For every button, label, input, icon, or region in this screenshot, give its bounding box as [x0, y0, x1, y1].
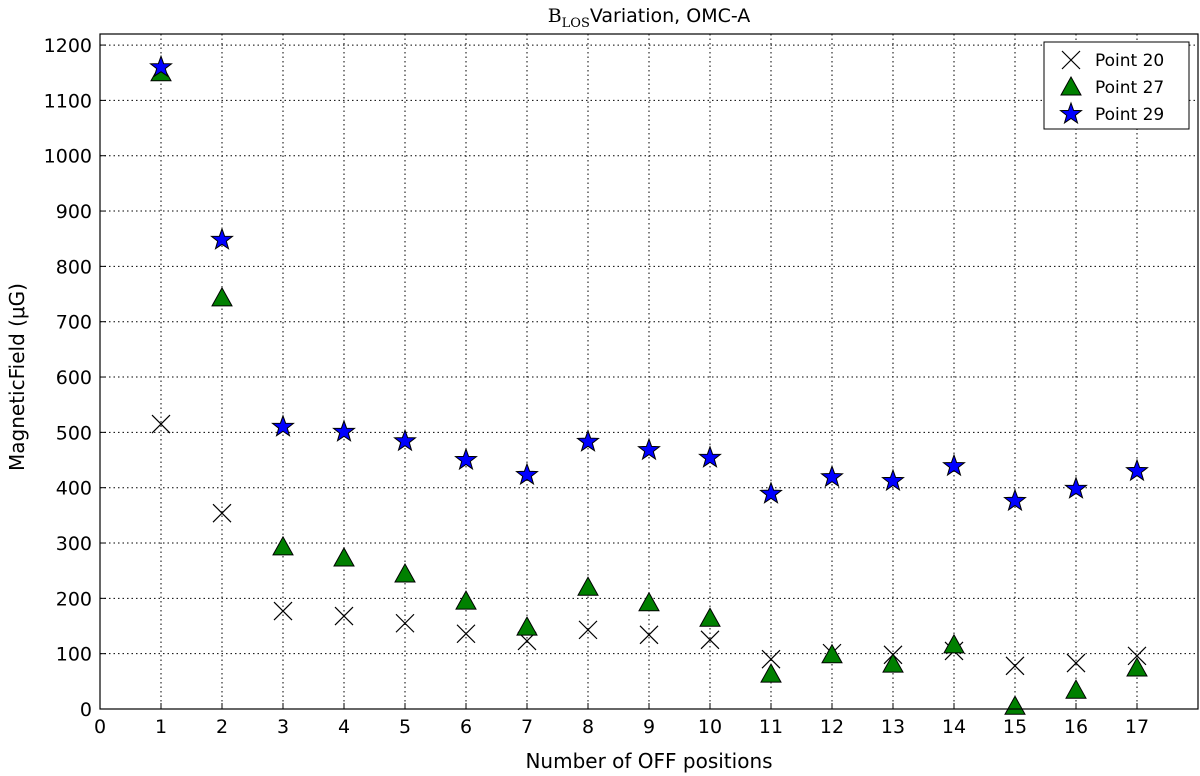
legend: Point 20 Point 27 Point 29 [1043, 41, 1190, 130]
legend-marker-point-20 [1061, 50, 1081, 70]
point-20-point [1066, 653, 1086, 673]
y-tick-label: 1000 [44, 146, 92, 168]
point-29-point [637, 437, 661, 461]
y-tick-label: 300 [56, 533, 92, 555]
legend-label: Point 27 [1095, 78, 1164, 98]
point-27-point [760, 663, 782, 683]
point-29-point [210, 227, 234, 250]
x-axis-label: Number of OFF positions [525, 749, 772, 773]
point-20-point [273, 601, 293, 621]
x-tick-label: 3 [277, 716, 289, 738]
y-tick-label: 400 [56, 478, 92, 500]
point-29-point [759, 481, 783, 504]
point-20-point [1005, 656, 1025, 676]
point-29-point [332, 419, 356, 442]
y-tick-label: 0 [80, 699, 92, 721]
point-27-point [1065, 679, 1087, 699]
x-tick-label: 5 [399, 716, 411, 738]
point-29-point [393, 428, 417, 452]
point-27-point [1004, 695, 1026, 715]
point-29-point [1125, 458, 1149, 482]
chart-title: BLOSVariation, OMC-A [548, 5, 751, 31]
point-27-point [882, 653, 904, 673]
x-tick-label: 17 [1125, 716, 1149, 738]
point-29-point [149, 54, 173, 78]
y-tick-label: 100 [56, 644, 92, 666]
y-tick-label: 1200 [44, 35, 92, 57]
point-29-point [1003, 488, 1027, 512]
point-27-point [577, 576, 599, 596]
point-27-point [1126, 657, 1148, 677]
point-20-point [151, 414, 171, 434]
legend-marker-point-27 [1060, 75, 1082, 96]
point-27-point [455, 590, 477, 610]
point-29-point [820, 464, 844, 488]
y-tick-label: 800 [56, 256, 92, 278]
point-27-point [516, 616, 538, 636]
point-29-point [515, 462, 539, 486]
x-tick-label: 7 [521, 716, 533, 738]
point-29-point [881, 468, 905, 492]
y-tick-label: 700 [56, 312, 92, 334]
x-tick-label: 9 [643, 716, 655, 738]
point-29-point [454, 447, 478, 471]
point-27-point [394, 562, 416, 583]
point-20-point [334, 606, 354, 626]
legend-label: Point 20 [1095, 51, 1164, 71]
y-tick-label: 200 [56, 588, 92, 610]
x-tick-label: 1 [155, 716, 167, 738]
point-20-point [761, 649, 781, 669]
y-tick-label: 1100 [44, 90, 92, 112]
point-29-point [576, 429, 600, 452]
point-20-point [1127, 646, 1147, 666]
x-tick-label: 4 [338, 716, 350, 738]
point-29-point [698, 445, 722, 468]
point-20-point [395, 613, 415, 633]
x-tick-label: 15 [1003, 716, 1027, 738]
legend-label: Point 29 [1095, 105, 1164, 125]
y-tick-label: 900 [56, 201, 92, 223]
x-tick-label: 6 [460, 716, 472, 738]
point-27-point [333, 546, 355, 567]
x-tick-label: 8 [582, 716, 594, 738]
legend-marker-point-29 [1059, 101, 1083, 125]
point-27-point [211, 286, 233, 307]
x-tick-label: 16 [1064, 716, 1088, 738]
y-tick-label: 600 [56, 367, 92, 389]
point-27-point [699, 607, 721, 627]
point-29-point [1064, 476, 1088, 499]
point-27-point [638, 591, 660, 612]
x-tick-label: 12 [820, 716, 844, 738]
x-tick-label: 14 [942, 716, 966, 738]
point-29-point [942, 453, 966, 477]
x-tick-label: 13 [881, 716, 905, 738]
point-29-point [271, 414, 295, 437]
point-27-point [943, 633, 965, 654]
point-20-point [212, 503, 232, 523]
point-20-point [456, 624, 476, 644]
x-tick-label: 10 [698, 716, 722, 738]
point-20-point [700, 630, 720, 650]
y-axis-label: MagneticField (μG) [5, 283, 29, 471]
plot-frame [99, 33, 1199, 710]
x-tick-label: 11 [759, 716, 783, 738]
x-tick-label: 2 [216, 716, 228, 738]
x-tick-label: 0 [94, 716, 106, 738]
point-27-point [821, 643, 843, 664]
y-tick-label: 500 [56, 422, 92, 444]
point-20-point [578, 620, 598, 640]
point-20-point [639, 625, 659, 645]
point-27-point [272, 535, 294, 556]
